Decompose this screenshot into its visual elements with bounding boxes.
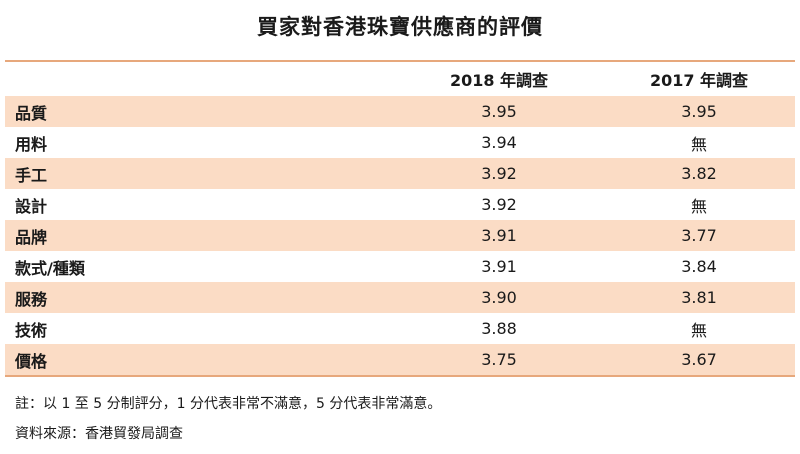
- page-title: 買家對香港珠寶供應商的評價: [257, 15, 543, 39]
- row-label: 用料: [15, 134, 48, 154]
- rating-table: 2018 年調查 2017 年調查 品質 3.95 3.95 用料 3.94 無…: [5, 60, 795, 377]
- row-label: 款式/種類: [15, 258, 85, 278]
- table-row: 價格 3.75 3.67: [5, 344, 795, 375]
- table-row: 品質 3.95 3.95: [5, 96, 795, 127]
- header-2018: 2018 年調查: [449, 71, 549, 90]
- value-2018: 3.88: [481, 319, 517, 338]
- table-row: 款式/種類 3.91 3.84: [5, 251, 795, 282]
- value-2018: 3.91: [481, 226, 517, 245]
- value-2017: 3.82: [681, 164, 717, 183]
- table-row: 品牌 3.91 3.77: [5, 220, 795, 251]
- table-header-row: 2018 年調查 2017 年調查: [5, 62, 795, 96]
- value-2017: 3.84: [681, 257, 717, 276]
- table-row: 用料 3.94 無: [5, 127, 795, 158]
- table-row: 技術 3.88 無: [5, 313, 795, 344]
- table-row: 設計 3.92 無: [5, 189, 795, 220]
- value-2017: 無: [690, 196, 707, 216]
- value-2017: 3.67: [681, 350, 717, 369]
- header-2017: 2017 年調查: [649, 71, 749, 90]
- value-2017: 無: [690, 134, 707, 154]
- value-2018: 3.94: [481, 133, 517, 152]
- table-row: 手工 3.92 3.82: [5, 158, 795, 189]
- row-label: 價格: [15, 351, 48, 371]
- value-2018: 3.92: [481, 195, 517, 214]
- table-row: 服務 3.90 3.81: [5, 282, 795, 313]
- value-2017: 3.95: [681, 102, 717, 121]
- row-label: 設計: [15, 196, 48, 216]
- value-2017: 3.81: [681, 288, 717, 307]
- value-2018: 3.90: [481, 288, 517, 307]
- data-source-note: 資料來源：香港貿發局調查: [15, 426, 183, 442]
- value-2017: 3.77: [681, 226, 717, 245]
- value-2018: 3.92: [481, 164, 517, 183]
- row-label: 品牌: [15, 227, 48, 247]
- value-2017: 無: [690, 320, 707, 340]
- value-2018: 3.91: [481, 257, 517, 276]
- row-label: 服務: [15, 289, 48, 309]
- row-label: 手工: [15, 165, 48, 185]
- rating-scale-note: 註：以 1 至 5 分制評分，1 分代表非常不滿意，5 分代表非常滿意。: [15, 396, 442, 412]
- value-2018: 3.75: [481, 350, 517, 369]
- row-label: 技術: [15, 320, 48, 340]
- value-2018: 3.95: [481, 102, 517, 121]
- row-label: 品質: [15, 103, 48, 123]
